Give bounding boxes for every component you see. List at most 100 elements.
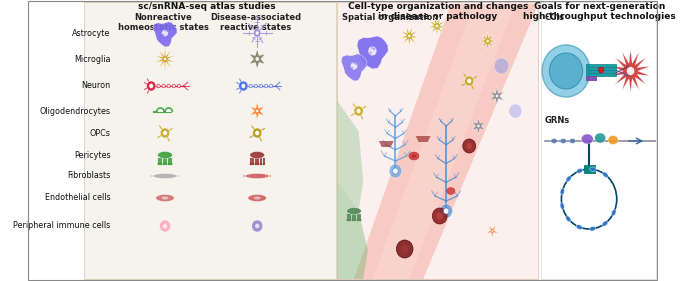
Ellipse shape [608, 135, 618, 144]
Circle shape [436, 212, 443, 219]
Circle shape [177, 84, 181, 88]
Ellipse shape [560, 203, 564, 209]
Circle shape [256, 109, 259, 113]
Circle shape [347, 219, 349, 221]
Circle shape [258, 163, 260, 165]
Circle shape [401, 245, 408, 253]
Circle shape [253, 29, 261, 37]
Ellipse shape [409, 152, 419, 160]
Polygon shape [479, 32, 496, 50]
Ellipse shape [158, 151, 173, 158]
Ellipse shape [153, 173, 177, 178]
Circle shape [356, 108, 361, 114]
Circle shape [542, 45, 590, 97]
Circle shape [436, 24, 438, 28]
Polygon shape [338, 101, 363, 211]
Text: Endothelial cells: Endothelial cells [45, 194, 110, 203]
Circle shape [157, 84, 160, 88]
Bar [584, 165, 595, 173]
Polygon shape [428, 17, 446, 36]
Ellipse shape [560, 139, 566, 144]
Text: Nonreactive
homeostatic states: Nonreactive homeostatic states [118, 13, 209, 32]
Polygon shape [250, 102, 264, 120]
Circle shape [351, 219, 354, 221]
Text: sc/snRNA-seq atlas studies: sc/snRNA-seq atlas studies [138, 2, 275, 11]
Bar [84, 2, 336, 279]
Circle shape [360, 219, 362, 221]
Circle shape [264, 84, 268, 88]
Polygon shape [155, 47, 175, 71]
Circle shape [354, 106, 363, 116]
Circle shape [162, 163, 165, 165]
Circle shape [162, 34, 164, 36]
Circle shape [491, 230, 493, 232]
Bar [338, 2, 538, 279]
Ellipse shape [566, 176, 571, 182]
Circle shape [371, 47, 373, 49]
Polygon shape [341, 54, 367, 81]
Circle shape [251, 220, 263, 232]
Circle shape [160, 163, 162, 165]
Ellipse shape [576, 225, 582, 230]
Text: Cell-type organization and changes
in disease or pathology: Cell-type organization and changes in di… [348, 2, 528, 21]
Polygon shape [357, 36, 388, 69]
Ellipse shape [569, 139, 575, 144]
Ellipse shape [155, 194, 174, 201]
Circle shape [249, 163, 252, 165]
Circle shape [158, 163, 160, 165]
Circle shape [368, 46, 377, 56]
Polygon shape [416, 136, 430, 142]
Circle shape [351, 67, 353, 69]
Ellipse shape [248, 194, 266, 201]
Ellipse shape [595, 133, 606, 143]
Circle shape [467, 78, 471, 83]
Polygon shape [153, 22, 177, 47]
Circle shape [354, 219, 356, 221]
Circle shape [355, 63, 357, 65]
Circle shape [252, 163, 254, 165]
Text: OPCs: OPCs [90, 128, 110, 137]
Circle shape [353, 62, 355, 64]
Circle shape [160, 220, 171, 232]
Polygon shape [151, 175, 153, 177]
Circle shape [477, 124, 480, 128]
Circle shape [163, 130, 167, 135]
Ellipse shape [603, 172, 608, 178]
Circle shape [239, 81, 248, 91]
Circle shape [464, 76, 474, 86]
Circle shape [149, 83, 153, 89]
Circle shape [443, 208, 449, 214]
Ellipse shape [602, 221, 608, 226]
Circle shape [172, 84, 175, 88]
Ellipse shape [253, 196, 261, 200]
Polygon shape [472, 118, 485, 134]
Circle shape [256, 57, 259, 61]
Polygon shape [490, 87, 504, 105]
Bar [541, 2, 656, 279]
Circle shape [627, 67, 634, 75]
Text: Goals for next-generation
high-throughput technologies: Goals for next-generation high-throughpu… [523, 2, 675, 21]
Ellipse shape [590, 167, 596, 172]
Polygon shape [379, 141, 394, 147]
Polygon shape [249, 49, 265, 69]
Ellipse shape [551, 139, 558, 144]
Circle shape [440, 204, 453, 218]
Text: Fibroblasts: Fibroblasts [67, 171, 110, 180]
Circle shape [486, 39, 489, 43]
Circle shape [162, 30, 169, 37]
Text: Neuron: Neuron [82, 81, 110, 90]
Text: Peripheral immune cells: Peripheral immune cells [14, 221, 110, 230]
Circle shape [432, 208, 447, 224]
Circle shape [160, 128, 170, 138]
Circle shape [262, 163, 265, 165]
Text: Spatial organization: Spatial organization [342, 13, 438, 22]
Circle shape [253, 128, 262, 138]
Circle shape [351, 62, 358, 70]
Circle shape [369, 52, 372, 54]
Circle shape [408, 34, 411, 38]
Polygon shape [269, 175, 271, 177]
Ellipse shape [589, 226, 596, 231]
Circle shape [397, 240, 413, 258]
Circle shape [562, 169, 616, 229]
Text: Microglia: Microglia [74, 55, 110, 64]
